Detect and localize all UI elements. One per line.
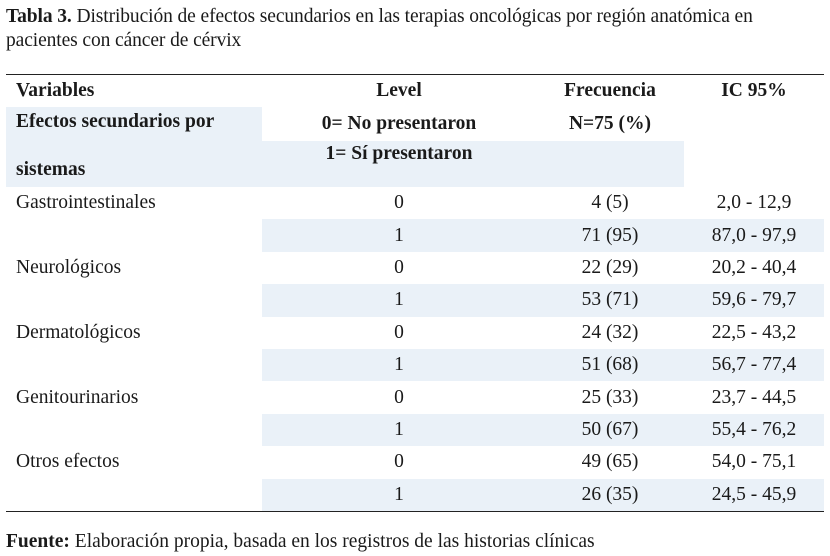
caption-label: Tabla 3. (6, 6, 72, 27)
row-frecuencia: 26 (35) (536, 478, 684, 511)
row-variable (6, 479, 262, 511)
row-variable (6, 219, 262, 251)
data-table: Variables Level Frecuencia IC 95% Efecto… (6, 74, 824, 512)
header-variables: Variables (16, 80, 95, 101)
row-ic95: 22,5 - 43,2 (711, 321, 797, 343)
row-variable (6, 414, 262, 446)
row-level: 0 (394, 256, 404, 278)
subheader-n: N=75 (%) (536, 107, 684, 187)
header-frecuencia: Frecuencia (564, 80, 656, 101)
row-frecuencia: 22 (29) (581, 256, 639, 278)
table-row: 1 71 (95) 87,0 - 97,9 (6, 219, 824, 252)
row-variable (6, 284, 262, 316)
row-variable: Otros efectos (16, 451, 120, 473)
row-level: 1 (262, 478, 536, 511)
header-level: Level (376, 80, 422, 101)
row-level: 0 (394, 192, 404, 214)
footer-text: Elaboración propia, basada en los regist… (74, 531, 595, 552)
table-footer: Fuente: Elaboración propia, basada en lo… (6, 530, 595, 554)
subheader-efectos-line1: Efectos secundarios por (16, 111, 215, 132)
row-ic95: 87,0 - 97,9 (684, 219, 824, 252)
row-frecuencia: 71 (95) (536, 219, 684, 252)
header-ic95: IC 95% (721, 80, 787, 101)
row-variable: Genitourinarios (16, 386, 139, 408)
table-row: Neurológicos 0 22 (29) 20,2 - 40,4 (6, 252, 824, 284)
table-row: 1 26 (35) 24,5 - 45,9 (6, 478, 824, 511)
caption-text: Distribución de efectos secundarios en l… (6, 6, 753, 51)
row-frecuencia: 53 (71) (536, 284, 684, 317)
table-row: Gastrointestinales 0 4 (5) 2,0 - 12,9 (6, 187, 824, 219)
table-row: Dermatológicos 0 24 (32) 22,5 - 43,2 (6, 317, 824, 349)
subheader-efectos-line2: sistemas (16, 159, 86, 180)
row-ic95: 59,6 - 79,7 (684, 284, 824, 317)
row-variable: Dermatológicos (16, 321, 141, 343)
row-variable (6, 349, 262, 381)
row-frecuencia: 49 (65) (581, 451, 639, 473)
table-row: 1 50 (67) 55,4 - 76,2 (6, 413, 824, 447)
footer-label: Fuente: (6, 531, 70, 552)
table-caption: Tabla 3. Distribución de efectos secunda… (6, 5, 826, 53)
table-row: Genitourinarios 0 25 (33) 23,7 - 44,5 (6, 381, 824, 413)
row-ic95: 55,4 - 76,2 (684, 413, 824, 447)
row-variable: Neurológicos (16, 256, 122, 278)
table-body: Gastrointestinales 0 4 (5) 2,0 - 12,9 1 71 (9… (6, 187, 824, 511)
subheader-code-0: 0= No presentaron (321, 113, 477, 134)
row-frecuencia: 24 (32) (581, 321, 639, 343)
row-level: 1 (262, 348, 536, 382)
subheader-efectos: Efectos secundarios por sistemas (6, 107, 262, 187)
row-frecuencia: 50 (67) (536, 413, 684, 447)
table-subheader-row: Efectos secundarios por sistemas 0= No p… (6, 107, 824, 187)
subheader-n-text: N=75 (%) (568, 113, 652, 134)
table-row: Otros efectos 0 49 (65) 54,0 - 75,1 (6, 446, 824, 478)
row-ic95: 23,7 - 44,5 (711, 386, 797, 408)
row-ic95: 54,0 - 75,1 (711, 451, 797, 473)
subheader-n-shade (536, 141, 684, 187)
row-frecuencia: 4 (5) (591, 192, 629, 214)
row-ic95: 56,7 - 77,4 (684, 348, 824, 382)
row-frecuencia: 51 (68) (536, 348, 684, 382)
subheader-code-1: 1= Sí presentaron (262, 141, 536, 187)
table-row: 1 51 (68) 56,7 - 77,4 (6, 348, 824, 382)
table-header-row: Variables Level Frecuencia IC 95% (6, 75, 824, 107)
row-ic95: 24,5 - 45,9 (684, 478, 824, 511)
subheader-ic-empty (684, 107, 824, 187)
row-frecuencia: 25 (33) (581, 386, 639, 408)
row-ic95: 20,2 - 40,4 (711, 256, 797, 278)
table-row: 1 53 (71) 59,6 - 79,7 (6, 284, 824, 317)
row-level: 0 (394, 386, 404, 408)
row-ic95: 2,0 - 12,9 (716, 192, 792, 214)
subheader-level-codes: 0= No presentaron 1= Sí presentaron (262, 107, 536, 187)
row-level: 1 (262, 413, 536, 447)
row-level: 1 (262, 284, 536, 317)
row-variable: Gastrointestinales (16, 192, 156, 214)
row-level: 1 (262, 219, 536, 252)
row-level: 0 (394, 451, 404, 473)
row-level: 0 (394, 321, 404, 343)
